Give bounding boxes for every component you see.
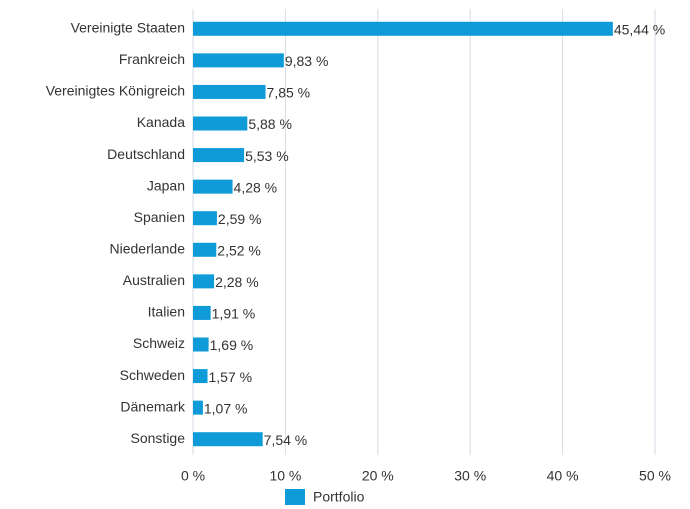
bar — [193, 148, 245, 163]
value-label: 9,83 % — [285, 53, 329, 69]
y-tick-label: Sonstige — [131, 430, 186, 446]
value-label: 4,28 % — [234, 179, 278, 195]
y-tick-label: Schweiz — [133, 335, 185, 351]
value-label: 2,52 % — [217, 242, 261, 258]
y-tick-label: Frankreich — [119, 51, 185, 67]
bar — [193, 84, 266, 99]
bar — [193, 369, 208, 384]
y-tick-label: Vereinigte Staaten — [71, 19, 185, 35]
value-label: 5,53 % — [245, 148, 289, 164]
x-tick-label: 50 % — [639, 468, 671, 484]
bar — [193, 305, 211, 320]
y-tick-label: Niederlande — [110, 240, 186, 256]
x-tick-label: 40 % — [547, 468, 579, 484]
y-tick-label: Dänemark — [120, 398, 186, 414]
x-tick-label: 10 % — [269, 468, 301, 484]
value-label: 7,54 % — [264, 432, 308, 448]
legend-swatch — [285, 489, 305, 505]
value-label: 1,91 % — [212, 306, 256, 322]
value-label: 7,85 % — [267, 85, 311, 101]
bar — [193, 274, 215, 289]
y-tick-label: Spanien — [134, 209, 185, 225]
bar — [193, 116, 248, 131]
value-label: 1,69 % — [210, 337, 254, 353]
y-tick-label: Australien — [123, 272, 185, 288]
value-label: 2,28 % — [215, 274, 259, 290]
value-label: 2,59 % — [218, 211, 262, 227]
legend-label: Portfolio — [313, 489, 365, 505]
y-tick-label: Schweden — [120, 367, 185, 383]
bar — [193, 400, 203, 415]
y-tick-label: Japan — [147, 177, 185, 193]
bar — [193, 53, 284, 68]
x-tick-label: 20 % — [362, 468, 394, 484]
value-label: 45,44 % — [614, 21, 665, 37]
y-tick-label: Italien — [148, 304, 185, 320]
value-label: 1,57 % — [209, 369, 253, 385]
bar — [193, 179, 233, 194]
y-tick-label: Vereinigtes Königreich — [46, 83, 185, 99]
bar — [193, 432, 263, 447]
value-label: 1,07 % — [204, 400, 248, 416]
value-label: 5,88 % — [248, 116, 292, 132]
bar — [193, 211, 217, 226]
bar — [193, 242, 217, 257]
y-tick-label: Deutschland — [107, 146, 185, 162]
x-tick-label: 0 % — [181, 468, 205, 484]
bar — [193, 21, 613, 36]
bar — [193, 337, 209, 352]
x-tick-label: 30 % — [454, 468, 486, 484]
y-tick-label: Kanada — [137, 114, 185, 130]
